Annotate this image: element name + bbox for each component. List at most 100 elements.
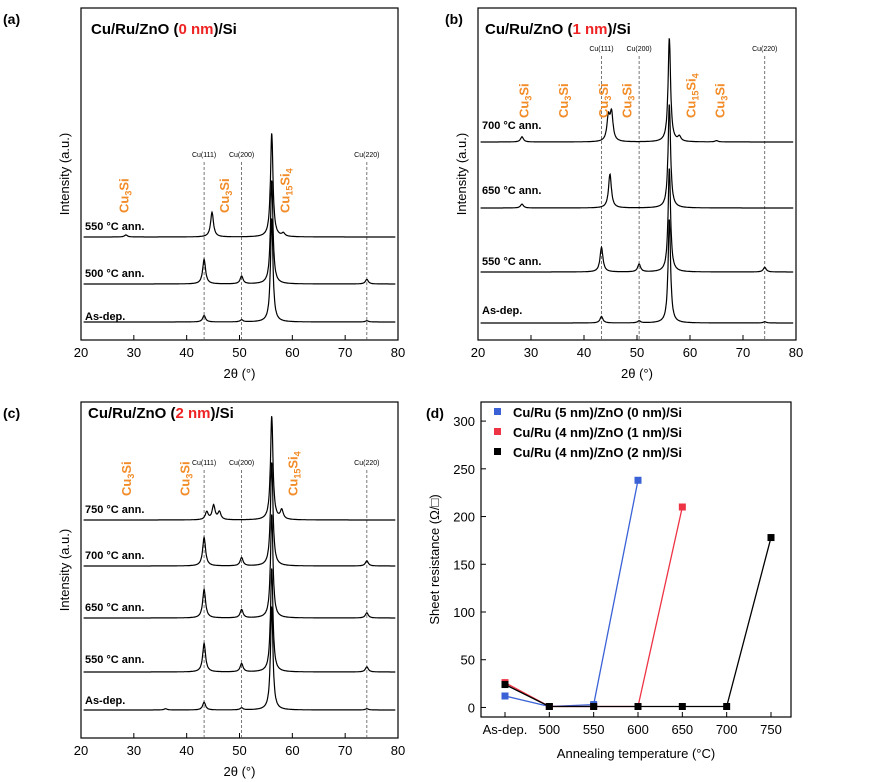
series-point [767,534,775,542]
legend-marker [494,408,501,415]
trace-label: 500 °C ann. [85,268,144,280]
phase-element: Si [278,173,293,185]
x-tick-label: 30 [524,345,538,360]
series-line [504,506,683,708]
trace-label: As-dep. [482,305,522,317]
panel-letter: (b) [445,11,463,27]
legend-label: Cu/Ru (5 nm)/ZnO (0 nm)/Si [513,405,682,420]
plot-frame [480,401,792,718]
trace-label: 550 °C ann. [482,256,541,268]
y-axis-label: Intensity (a.u.) [454,133,469,215]
title-part: Cu/Ru/ZnO ( [88,405,175,422]
phase-subscript: 15 [293,469,303,479]
xrd-trace [480,38,794,143]
phase-label: Cu3Si [596,83,613,118]
x-tick-label: 550 [583,722,605,737]
x-axis-label: 2θ (°) [621,366,653,381]
x-axis-label: 2θ (°) [224,366,256,381]
trace-label: 700 °C ann. [85,550,144,562]
plot-frame [477,7,797,341]
xrd-trace [480,219,794,324]
xrd-trace [83,133,396,238]
phase-subscript: 3 [627,96,637,101]
phase-subscript: 15 [690,91,700,101]
phase-element: Si [177,461,192,473]
x-axis-label: 2θ (°) [224,764,256,779]
reference-label: Cu(200) [626,46,651,53]
phase-base: Cu [556,101,571,118]
series-point [590,703,598,710]
phase-label: Cu15Si4 [683,73,700,118]
title-part: )/Si [214,21,237,38]
x-tick-label: 50 [232,345,246,360]
x-tick-label: 20 [74,345,88,360]
phase-label: Cu3Si [217,178,234,213]
phase-subscript: 3 [124,191,134,196]
panel-letter: (d) [426,405,444,421]
series-point [501,681,509,689]
x-tick-label: 70 [338,743,352,758]
panel-title: Cu/Ru/ZnO (0 nm)/Si [91,21,237,38]
phase-base: Cu [286,479,301,496]
trace-label: As-dep. [85,695,125,707]
series-point [634,703,642,710]
x-tick-label: 20 [471,345,485,360]
title-thickness: 2 nm [175,405,210,422]
y-tick-label: 250 [453,462,475,477]
x-tick-label: 30 [127,743,141,758]
x-tick-label: 750 [760,722,782,737]
series-point [678,703,686,710]
legend-label: Cu/Ru (4 nm)/ZnO (2 nm)/Si [513,445,682,460]
y-axis-label: Sheet resistance (Ω/□) [427,494,442,624]
phase-subscript: 3 [603,96,613,101]
phase-label: Cu3Si [620,83,637,118]
xrd-trace [83,416,396,521]
phase-base: Cu [620,101,635,118]
phase-subscript: 4 [293,451,303,456]
title-part: Cu/Ru/ZnO ( [485,21,572,38]
phase-base: Cu [177,479,192,496]
reference-label: Cu(200) [229,460,254,467]
x-tick-label: 700 [716,722,738,737]
phase-label: Cu3Si [516,83,533,118]
phase-element: Si [683,78,698,90]
title-part: )/Si [211,405,234,422]
x-tick-label: 40 [577,345,591,360]
trace-label: 700 °C ann. [482,120,541,132]
xrd-trace [83,514,396,619]
phase-element: Si [117,178,132,190]
phase-label: Cu3Si [117,178,134,213]
phase-label: Cu15Si4 [286,451,303,496]
title-part: )/Si [608,21,631,38]
x-tick-label: 60 [285,743,299,758]
trace-label: 550 °C ann. [85,221,144,233]
phase-subscript: 3 [224,191,234,196]
xrd-trace [83,462,396,567]
x-tick-label: 80 [391,743,405,758]
phase-label: Cu3Si [712,83,729,118]
reference-label: Cu(220) [354,152,379,159]
xrd-trace [480,104,794,209]
series-point [545,703,553,710]
phase-subscript: 4 [285,168,295,173]
x-tick-label: 70 [736,345,750,360]
reference-label: Cu(200) [229,152,254,159]
panel-letter: (a) [3,11,20,27]
series-point [634,476,642,484]
x-tick-label: 80 [391,345,405,360]
trace-label: 750 °C ann. [85,504,144,516]
y-tick-label: 200 [453,510,475,525]
plot-frame [80,7,399,341]
x-tick-label: 70 [338,345,352,360]
phase-subscript: 15 [285,186,295,196]
phase-base: Cu [117,196,132,213]
phase-label: Cu15Si4 [278,168,295,213]
x-tick-label: 80 [789,345,803,360]
panel-d: (d) 0 50 100 150 200 250 300 As-dep. 500 550 600 650… [426,401,792,761]
x-tick-label: 60 [285,345,299,360]
series-line [504,480,639,708]
panel-a: (a) Cu/Ru/ZnO (0 nm)/Si Cu(111) Cu(200) Cu(2… [3,7,405,381]
phase-subscript: 3 [184,474,194,479]
y-tick-label: 0 [468,700,475,715]
